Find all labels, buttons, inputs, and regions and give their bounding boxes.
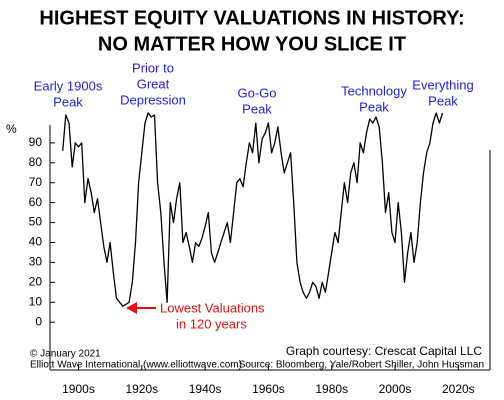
y-tick-label: 30: [29, 255, 43, 269]
arrow-head: [126, 302, 137, 314]
annotation: Peak: [359, 99, 389, 114]
copyright: Elliott Wave International (www.elliottw…: [30, 360, 242, 371]
y-axis-label: %: [6, 122, 17, 136]
annotation: Early 1900s: [34, 78, 103, 93]
y-tick-label: 10: [29, 294, 43, 308]
y-tick-label: 80: [29, 155, 43, 169]
y-tick-label: 40: [29, 235, 43, 249]
y-tick-label: 90: [29, 135, 43, 149]
annotation: Prior to: [132, 60, 174, 75]
x-tick-label: 1940s: [189, 382, 222, 396]
x-tick-label: 2020s: [442, 382, 475, 396]
chart-title: HIGHEST EQUITY VALUATIONS IN HISTORY:: [39, 7, 464, 29]
y-tick-label: 20: [29, 275, 43, 289]
annotation: Great: [137, 76, 170, 91]
x-tick-label: 1960s: [252, 382, 285, 396]
y-tick-label: 70: [29, 175, 43, 189]
annotation: Peak: [428, 93, 458, 108]
x-tick-label: 2000s: [379, 382, 412, 396]
data-line: [62, 112, 444, 307]
annotation: Peak: [242, 101, 272, 116]
x-tick-label: 1980s: [315, 382, 348, 396]
annotation: Peak: [53, 94, 83, 109]
x-tick-label: 1900s: [62, 382, 95, 396]
annotation: Technology: [341, 83, 407, 98]
credit: Graph courtesy: Crescat Capital LLC: [286, 344, 482, 358]
chart-title: NO MATTER HOW YOU SLICE IT: [98, 33, 406, 55]
y-tick-label: 50: [29, 215, 43, 229]
copyright: © January 2021: [30, 349, 101, 360]
y-tick-label: 0: [35, 314, 42, 328]
low-annotation: Lowest Valuations: [160, 300, 265, 315]
annotation: Depression: [120, 92, 186, 107]
annotation: Go-Go: [237, 85, 276, 100]
low-annotation: in 120 years: [176, 316, 247, 331]
annotation: Everything: [412, 77, 473, 92]
x-tick-label: 1920s: [125, 382, 158, 396]
source: Source: Bloomberg, Yale/Robert Shiller, …: [239, 360, 484, 371]
y-tick-label: 60: [29, 195, 43, 209]
